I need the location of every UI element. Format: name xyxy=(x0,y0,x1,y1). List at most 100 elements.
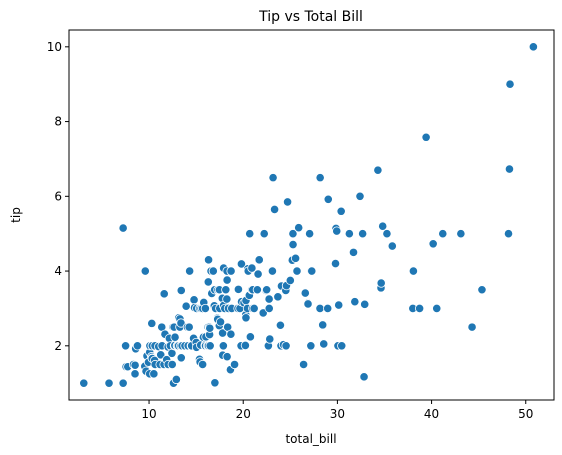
data-point-198 xyxy=(323,303,333,314)
data-point-11 xyxy=(132,341,143,351)
data-point-230 xyxy=(503,229,514,239)
data-point-187 xyxy=(300,288,310,298)
data-point-36 xyxy=(159,289,169,299)
y-tick-label-1: 4 xyxy=(54,264,62,278)
data-point-113 xyxy=(215,317,226,327)
plot-frame xyxy=(68,29,555,401)
data-point-191 xyxy=(306,341,316,351)
data-point-199 xyxy=(323,194,333,204)
data-point-170 xyxy=(273,292,283,302)
data-point-82 xyxy=(198,359,208,370)
data-point-4 xyxy=(121,341,131,351)
data-point-217 xyxy=(378,221,388,231)
data-point-21 xyxy=(147,318,157,328)
data-point-67 xyxy=(184,322,194,332)
data-point-166 xyxy=(265,334,275,344)
y-axis-label: tip xyxy=(9,207,23,223)
x-tick-label-3: 40 xyxy=(424,407,439,421)
data-point-218 xyxy=(382,229,392,239)
data-point-59 xyxy=(176,318,186,328)
data-point-141 xyxy=(240,340,250,351)
data-point-2 xyxy=(118,378,128,388)
data-point-9 xyxy=(130,360,140,370)
data-point-152 xyxy=(247,263,257,273)
data-point-224 xyxy=(428,239,438,249)
data-point-204 xyxy=(334,300,344,310)
data-point-155 xyxy=(249,303,259,314)
data-point-117 xyxy=(218,341,228,351)
data-point-160 xyxy=(259,229,269,239)
data-point-121 xyxy=(221,285,231,295)
data-point-194 xyxy=(315,303,325,314)
x-axis-label: total_bill xyxy=(285,432,336,446)
data-point-190 xyxy=(305,229,315,239)
data-point-229 xyxy=(477,285,487,295)
data-point-44 xyxy=(167,359,177,370)
data-point-189 xyxy=(303,299,313,309)
data-point-98 xyxy=(205,323,215,333)
data-point-168 xyxy=(268,173,278,183)
data-point-138 xyxy=(236,259,247,269)
data-point-72 xyxy=(189,295,199,305)
data-point-125 xyxy=(222,275,232,285)
data-point-207 xyxy=(344,229,354,239)
data-point-131 xyxy=(226,266,236,276)
data-point-149 xyxy=(245,229,255,239)
data-point-208 xyxy=(348,247,359,257)
data-point-209 xyxy=(350,297,360,307)
y-tick-label-4: 10 xyxy=(47,40,62,54)
data-point-181 xyxy=(288,229,298,239)
data-point-126 xyxy=(222,352,232,362)
data-point-176 xyxy=(281,341,291,351)
data-point-68 xyxy=(185,266,195,276)
data-point-184 xyxy=(292,266,302,276)
data-point-210 xyxy=(355,191,365,201)
data-point-1 xyxy=(104,378,114,388)
data-point-156 xyxy=(252,285,262,295)
data-point-200 xyxy=(330,258,341,269)
data-point-60 xyxy=(176,353,186,363)
y-tick-label-2: 6 xyxy=(54,189,62,203)
data-point-50 xyxy=(170,332,180,342)
data-point-214 xyxy=(373,165,383,175)
data-point-223 xyxy=(421,132,431,142)
y-tick-label-0: 2 xyxy=(54,339,62,353)
data-point-186 xyxy=(298,359,309,370)
data-point-26 xyxy=(149,369,159,379)
data-point-183 xyxy=(290,253,301,263)
x-tick-label-0: 10 xyxy=(141,407,156,421)
data-point-93 xyxy=(203,277,213,287)
data-point-99 xyxy=(205,341,215,351)
data-point-158 xyxy=(254,255,264,265)
data-point-205 xyxy=(336,206,346,216)
data-point-206 xyxy=(337,341,347,351)
data-point-88 xyxy=(200,303,210,314)
data-point-202 xyxy=(332,226,342,236)
data-point-165 xyxy=(264,303,274,314)
data-point-8 xyxy=(130,369,140,379)
data-point-135 xyxy=(233,284,244,294)
data-point-211 xyxy=(358,229,368,239)
data-point-3 xyxy=(118,223,128,233)
data-point-51 xyxy=(171,374,181,385)
data-point-232 xyxy=(505,79,515,89)
points-layer xyxy=(79,42,538,388)
data-point-13 xyxy=(140,266,150,276)
data-point-130 xyxy=(226,329,236,339)
data-point-213 xyxy=(360,299,370,309)
chart-title: Tip vs Total Bill xyxy=(258,9,363,25)
data-point-221 xyxy=(408,266,418,276)
data-point-216 xyxy=(376,278,386,288)
data-point-182 xyxy=(288,239,298,250)
data-point-64 xyxy=(181,301,191,311)
data-point-167 xyxy=(267,266,278,276)
data-point-171 xyxy=(275,320,286,330)
x-tick-label-2: 30 xyxy=(330,407,345,421)
data-point-196 xyxy=(318,320,328,330)
data-point-32 xyxy=(156,350,166,360)
data-point-222 xyxy=(415,303,425,314)
data-point-195 xyxy=(315,173,325,183)
data-point-61 xyxy=(176,285,186,296)
data-point-226 xyxy=(438,229,448,239)
